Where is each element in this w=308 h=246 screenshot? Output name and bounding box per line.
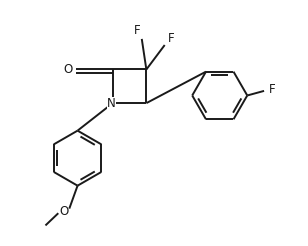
Text: O: O (59, 205, 68, 218)
Text: F: F (269, 83, 276, 96)
Text: F: F (168, 32, 175, 45)
Text: F: F (134, 24, 140, 37)
Text: O: O (64, 63, 73, 76)
Text: N: N (107, 97, 116, 110)
